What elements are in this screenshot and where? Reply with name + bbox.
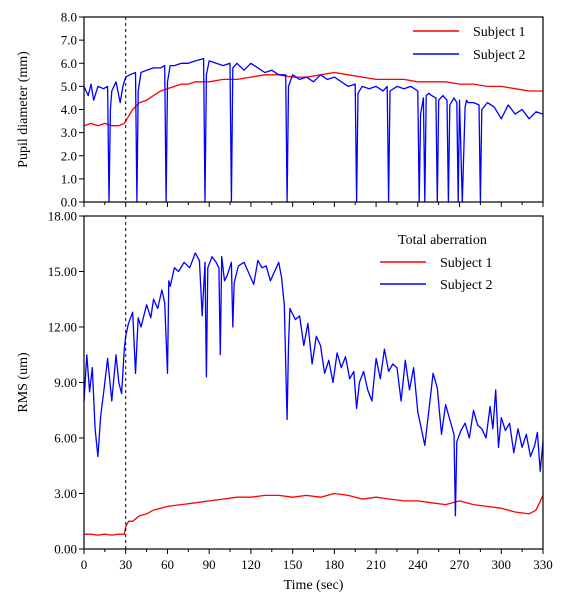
y-tick-label: 2.0 (61, 148, 77, 163)
y-axis-title: Pupil diameter (mm) (16, 51, 31, 168)
y-tick-label: 9.00 (54, 375, 77, 390)
x-tick-label: 30 (119, 557, 132, 572)
y-tick-label: 8.0 (61, 10, 77, 25)
x-tick-label: 330 (533, 557, 553, 572)
y-tick-label: 4.0 (61, 102, 77, 117)
x-tick-label: 0 (81, 557, 88, 572)
plot-frame (83, 16, 544, 203)
y-tick-label: 1.0 (61, 171, 77, 186)
x-tick-label: 300 (492, 557, 512, 572)
series-line-1 (84, 492, 544, 536)
legend-label-1: Subject 1 (440, 256, 493, 271)
x-tick-label: 240 (408, 557, 428, 572)
legend-title: Total aberration (398, 233, 487, 248)
x-tick-label: 90 (203, 557, 216, 572)
y-tick-label: 3.00 (54, 486, 77, 501)
chart-panel-1: 0.0 1.0 2.0 3.0 4.0 5.0 6.0 7.0 8.0 Pupil diamete… (16, 10, 544, 210)
y-axis-title: RMS (um) (16, 352, 31, 413)
series-line-2 (83, 252, 544, 517)
legend-label-2: Subject 2 (473, 48, 526, 63)
y-tick-label: 3.0 (61, 125, 77, 140)
chart-panel-2: 0.00 3.00 6.00 9.00 12.00 15.00 18.00 0 30 60 90 12… (16, 209, 553, 594)
legend-label-2: Subject 2 (440, 278, 493, 293)
series-line-2 (83, 57, 544, 203)
y-tick-label: 18.00 (48, 209, 77, 224)
y-tick-label: 5.0 (61, 79, 77, 94)
y-tick-label: 15.00 (48, 264, 77, 279)
y-tick-label: 6.0 (61, 56, 77, 71)
x-axis-title: Time (sec) (284, 578, 344, 593)
y-tick-label: 12.00 (48, 320, 77, 335)
x-tick-label: 210 (366, 557, 386, 572)
x-tick-label: 120 (241, 557, 261, 572)
x-tick-label: 60 (161, 557, 174, 572)
x-tick-label: 180 (325, 557, 345, 572)
x-tick-label: 150 (283, 557, 303, 572)
y-tick-label: 0.0 (61, 195, 77, 210)
series-line-1 (83, 71, 543, 127)
y-tick-label: 6.00 (54, 431, 77, 446)
y-tick-label: 7.0 (61, 33, 77, 48)
x-tick-label: 270 (450, 557, 470, 572)
legend-label-1: Subject 1 (473, 25, 526, 40)
y-tick-label: 0.00 (54, 542, 77, 557)
